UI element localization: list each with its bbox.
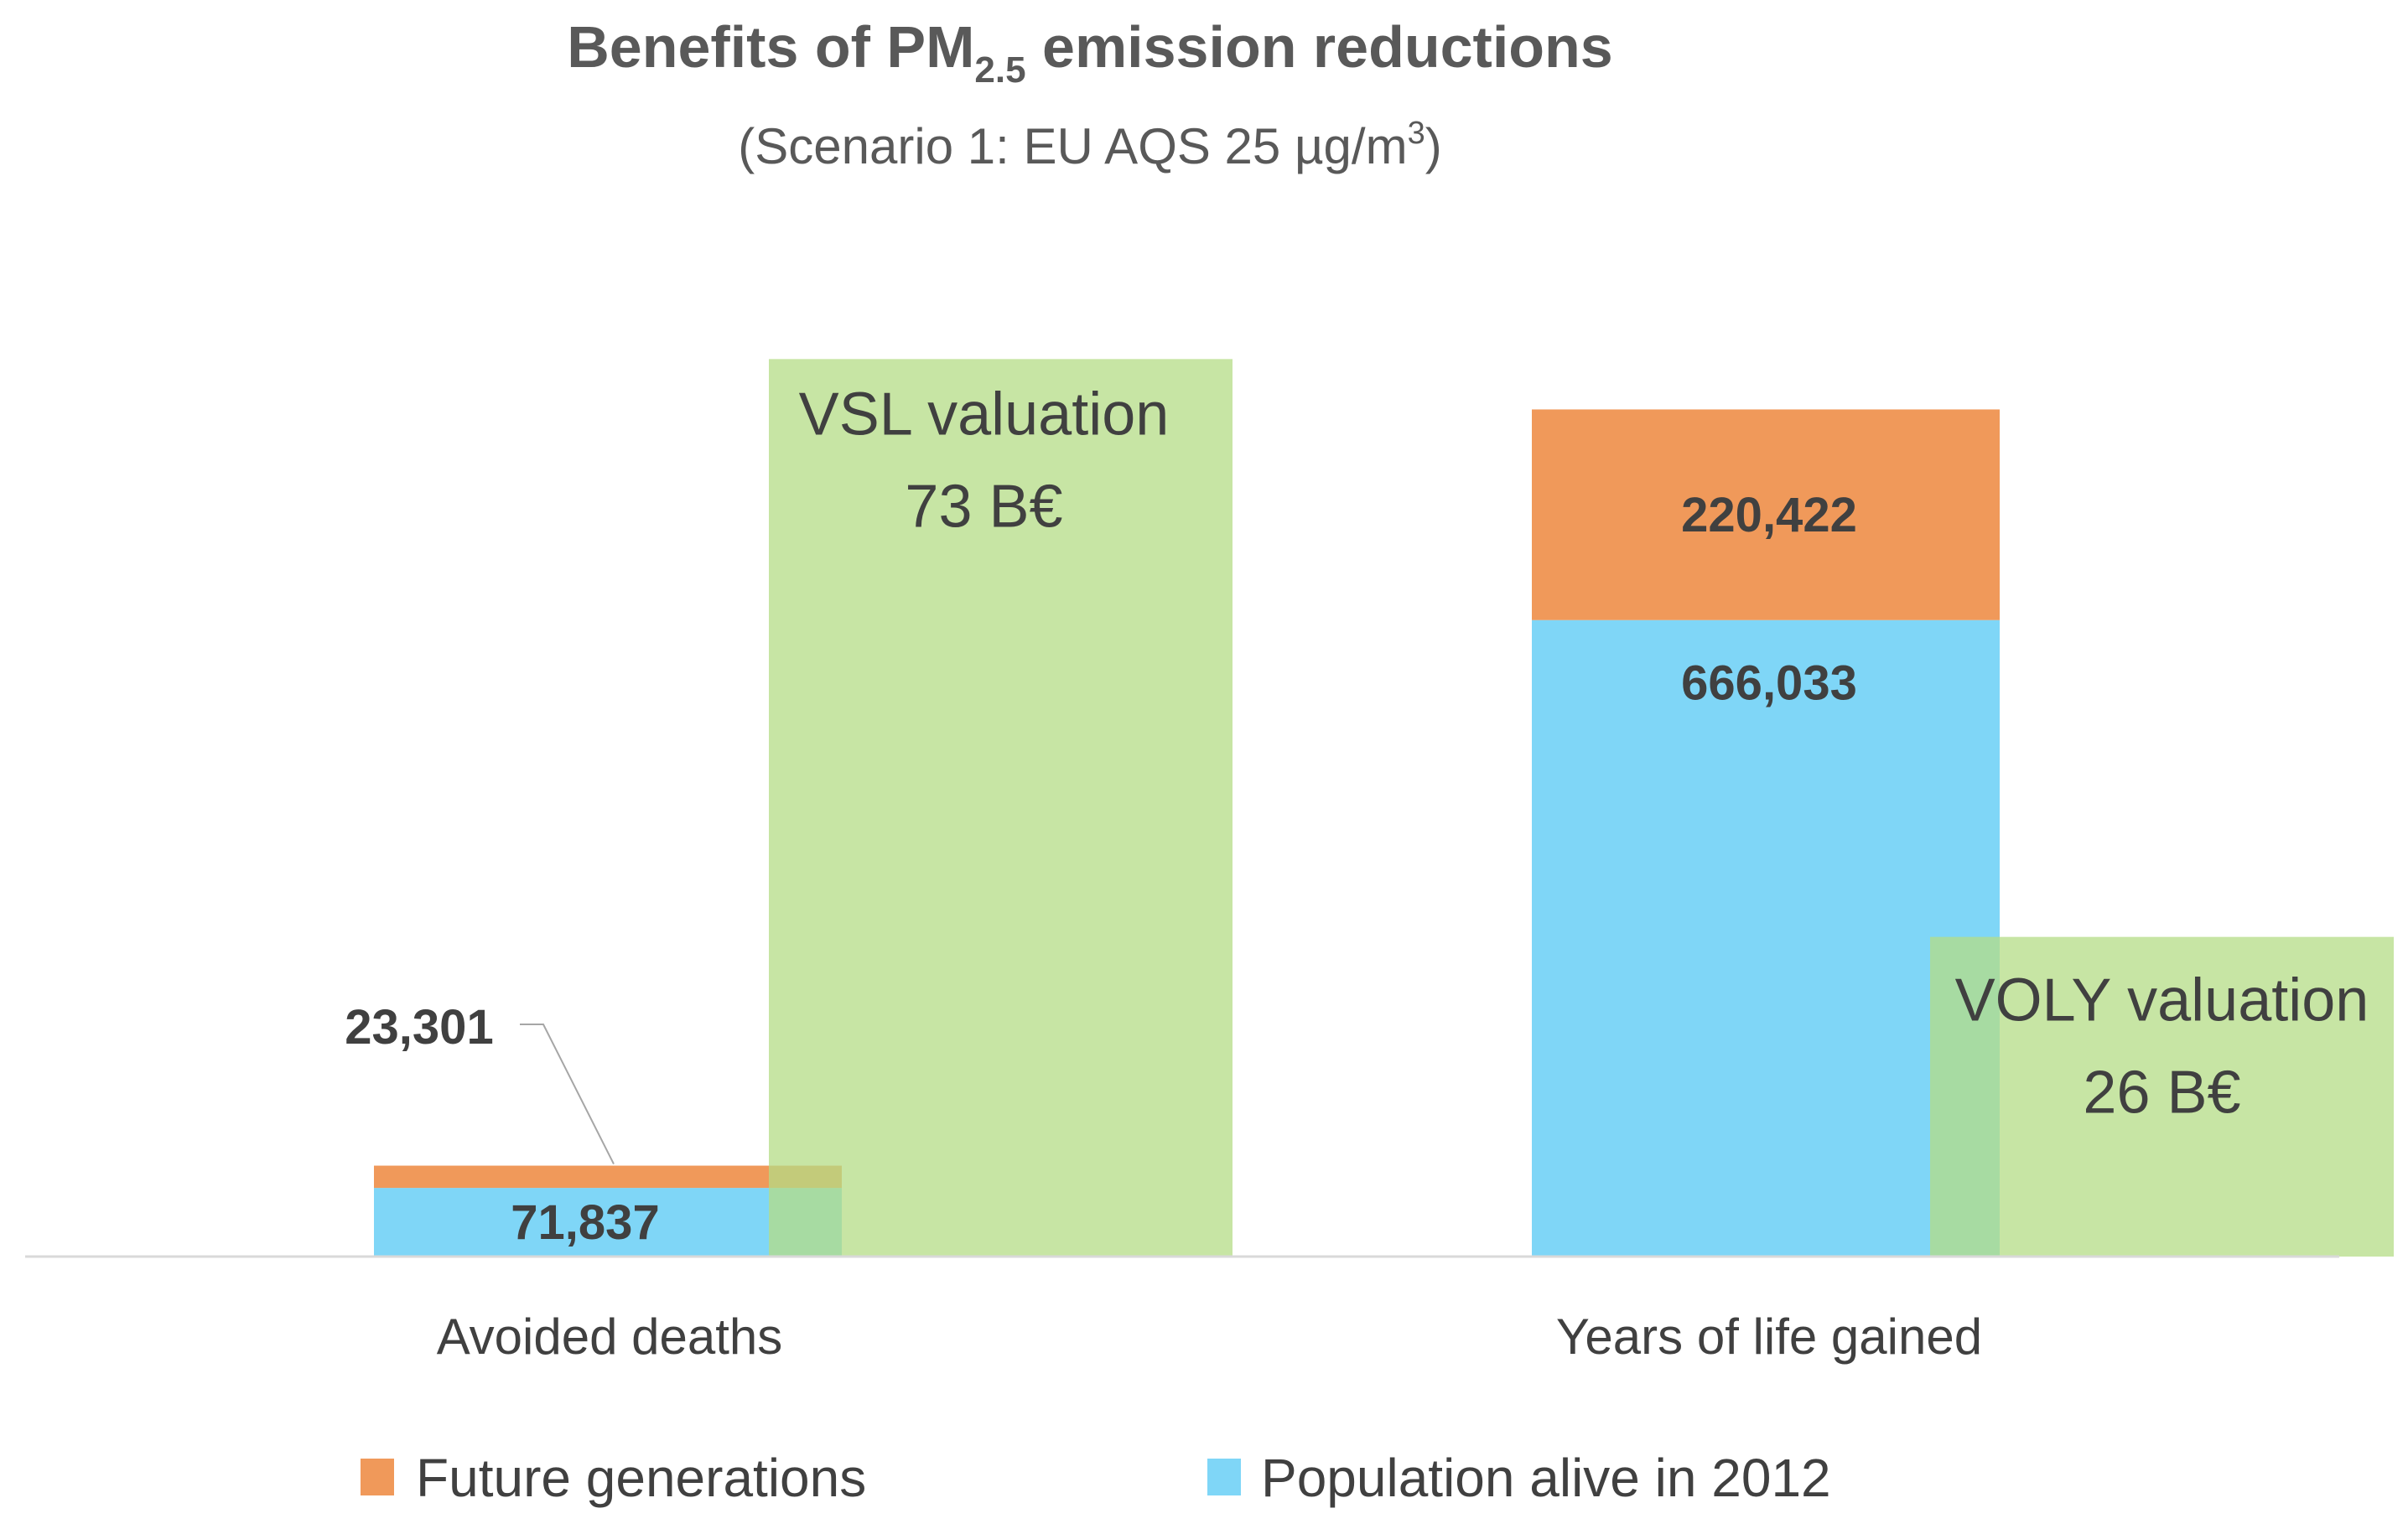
legend: Future generations Population alive in 2… (361, 1448, 1831, 1508)
overlay-label-voly-valuation: VOLY valuation (1955, 967, 2369, 1034)
bar-years-of-life-gained-population-alive-in-2012 (1532, 619, 2000, 1257)
category-label-years-of-life-gained: Years of life gained (1556, 1309, 1982, 1365)
chart-title-subscript: 2.5 (974, 49, 1025, 91)
chart-subtitle-superscript: 3 (1408, 116, 1425, 151)
bar-years-of-life-gained-future-generations (1532, 409, 2000, 620)
overlay-bar-voly-valuation (1930, 936, 2394, 1257)
chart-title: Benefits of PM2.5 emission reductions (567, 14, 1612, 91)
data-label-avoided-deaths-population-alive-in-2012: 71,837 (511, 1195, 659, 1250)
data-label-avoided-deaths-future-generations: 23,301 (345, 1000, 493, 1055)
legend-label-population-alive-in-2012: Population alive in 2012 (1261, 1448, 1831, 1508)
callout-leader-line (520, 1024, 615, 1164)
overlay-value-vsl-valuation: 73 B€ (905, 473, 1062, 540)
chart-title-prefix: Benefits of PM (567, 14, 974, 80)
legend-swatch-population-alive-in-2012 (1207, 1459, 1241, 1495)
chart-subtitle: (Scenario 1: EU AQS 25 µg/m3) (738, 116, 1441, 174)
overlay-value-voly-valuation: 26 B€ (2083, 1060, 2240, 1127)
overlay-label-vsl-valuation: VSL valuation (799, 381, 1170, 448)
bar-avoided-deaths-future-generations (374, 1165, 842, 1189)
chart-subtitle-prefix: (Scenario 1: EU AQS 25 µg/m (738, 118, 1407, 174)
chart-subtitle-suffix: ) (1425, 118, 1442, 174)
legend-swatch-future-generations (361, 1459, 394, 1495)
bar-avoided-deaths-population-alive-in-2012 (374, 1188, 842, 1257)
overlay-layer (769, 359, 2394, 1257)
data-label-years-of-life-gained-population-alive-in-2012: 666,033 (1681, 656, 1857, 711)
data-label-years-of-life-gained-future-generations: 220,422 (1681, 488, 1857, 542)
category-label-avoided-deaths: Avoided deaths (437, 1309, 783, 1365)
legend-label-future-generations: Future generations (416, 1448, 866, 1508)
labels-layer: 71,837 23,301 666,033 220,422 VSL valuation 7… (345, 381, 2369, 1250)
overlay-bar-vsl-valuation (769, 359, 1233, 1257)
chart-title-suffix: emission reductions (1026, 14, 1613, 80)
bars-layer (374, 409, 2000, 1257)
